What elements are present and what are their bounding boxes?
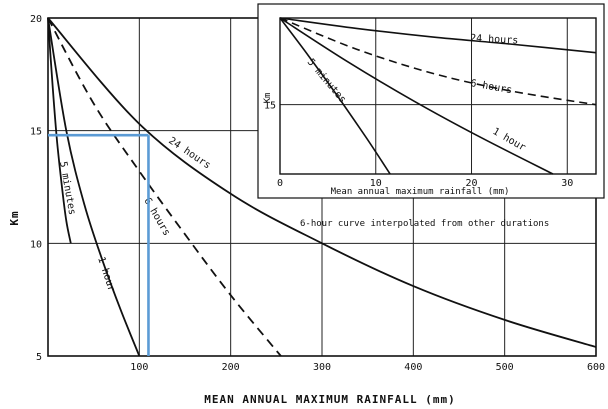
inset-label-24-hours: 24 hours xyxy=(470,33,519,47)
x-axis-label: MEAN ANNUAL MAXIMUM RAINFALL (mm) xyxy=(204,393,456,406)
main-label-1-hour: 1 hour xyxy=(95,256,117,294)
highlight-lines xyxy=(48,133,150,356)
inset-tick-labels: 0 10 20 30 15 xyxy=(264,101,573,189)
main-label-6-hours: 6 hours xyxy=(141,196,172,238)
y-axis-label: Km xyxy=(8,210,21,225)
inset-series-1-hour xyxy=(279,17,554,175)
y-tick-label: 10 xyxy=(30,239,42,250)
inset-grid xyxy=(279,17,597,175)
inset-y-axis-label: Km xyxy=(263,93,273,104)
inset-x-tick-label: 20 xyxy=(465,178,477,189)
inset-x-axis-label: Mean annual maximum rainfall (mm) xyxy=(331,187,510,197)
main-curves xyxy=(47,17,597,357)
main-series-5-minutes xyxy=(47,17,72,244)
y-tick-label: 15 xyxy=(30,127,42,138)
y-tick-label: 5 xyxy=(36,352,42,363)
x-tick-label: 300 xyxy=(313,362,331,373)
inset-series-6-hours xyxy=(279,17,597,106)
inset-x-tick-label: 0 xyxy=(277,178,283,189)
inset-background xyxy=(257,3,605,199)
main-series-6-hours xyxy=(47,17,282,357)
inset-x-tick-label: 10 xyxy=(370,178,382,189)
inset-plot-frame xyxy=(279,17,597,175)
x-tick-label: 200 xyxy=(222,362,240,373)
inset-y-tick-label: 15 xyxy=(264,101,276,112)
inset-series-5-minutes xyxy=(279,17,391,175)
x-tick-label: 400 xyxy=(404,362,422,373)
x-tick-label: 600 xyxy=(587,362,605,373)
x-tick-label: 100 xyxy=(130,362,148,373)
inset-curves xyxy=(279,17,597,175)
main-series-24-hours xyxy=(47,17,597,348)
main-series-1-hour xyxy=(47,17,141,357)
inset-x-tick-label: 30 xyxy=(561,178,573,189)
inset-series-24-hours xyxy=(279,17,597,54)
y-tick-label: 20 xyxy=(30,14,42,25)
interpolation-note: 6-hour curve interpolated from other dur… xyxy=(300,219,549,229)
x-tick-label: 500 xyxy=(496,362,514,373)
